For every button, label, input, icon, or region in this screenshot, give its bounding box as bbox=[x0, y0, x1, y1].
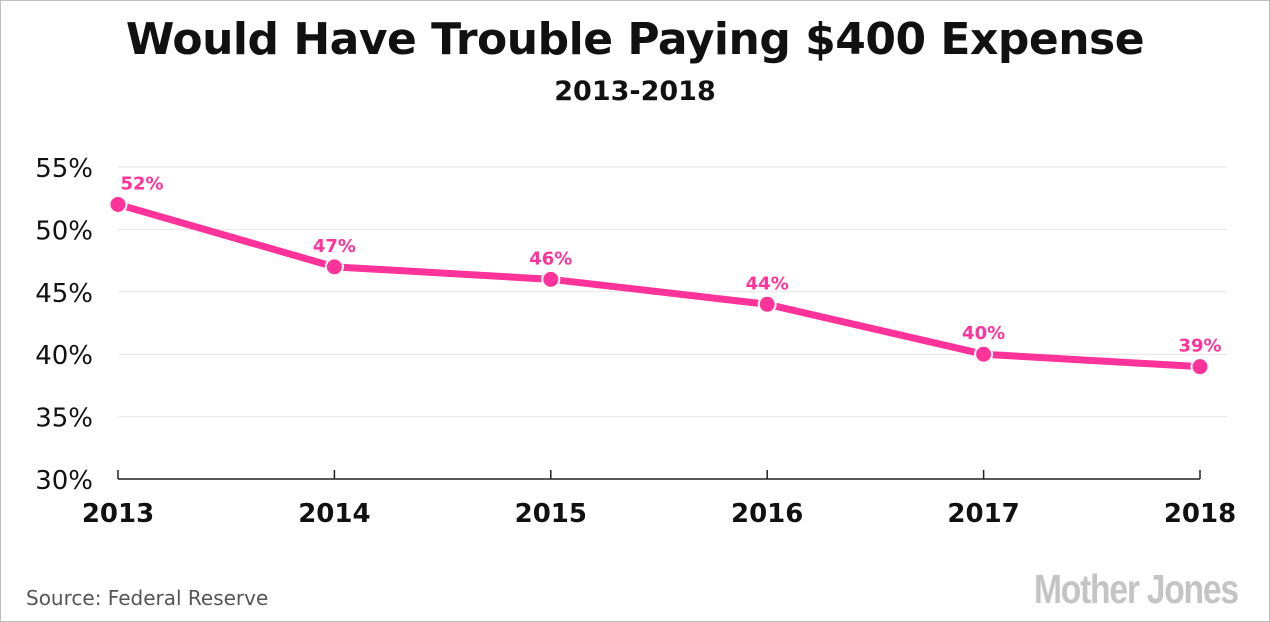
chart-subtitle: 2013-2018 bbox=[554, 76, 716, 107]
y-tick-label: 50% bbox=[35, 216, 93, 246]
data-label: 47% bbox=[313, 236, 356, 257]
x-tick-label: 2013 bbox=[82, 499, 154, 529]
y-tick-label: 30% bbox=[35, 466, 93, 496]
y-tick-label: 55% bbox=[35, 154, 93, 184]
y-tick-label: 35% bbox=[35, 404, 93, 434]
x-tick-label: 2017 bbox=[947, 499, 1019, 529]
x-tick-label: 2015 bbox=[515, 499, 587, 529]
chart-title: Would Have Trouble Paying $400 Expense bbox=[125, 14, 1145, 65]
data-label: 52% bbox=[120, 173, 163, 194]
data-point bbox=[757, 294, 777, 314]
x-tick-label: 2018 bbox=[1164, 499, 1236, 529]
source-note: Source: Federal Reserve bbox=[26, 586, 269, 610]
y-tick-label: 40% bbox=[35, 341, 93, 371]
data-point bbox=[541, 269, 561, 289]
x-tick-label: 2016 bbox=[731, 499, 803, 529]
data-label: 46% bbox=[529, 248, 572, 269]
data-point bbox=[108, 194, 128, 214]
x-tick-label: 2014 bbox=[298, 499, 370, 529]
data-label: 39% bbox=[1178, 336, 1221, 357]
series-line bbox=[114, 200, 1204, 371]
data-point bbox=[324, 257, 344, 277]
mother-jones-logo: Mother Jones bbox=[1034, 566, 1239, 612]
y-tick-label: 45% bbox=[35, 279, 93, 309]
data-point bbox=[974, 344, 994, 364]
data-label: 40% bbox=[962, 323, 1005, 344]
data-label: 44% bbox=[746, 273, 789, 294]
data-point bbox=[1190, 357, 1210, 377]
